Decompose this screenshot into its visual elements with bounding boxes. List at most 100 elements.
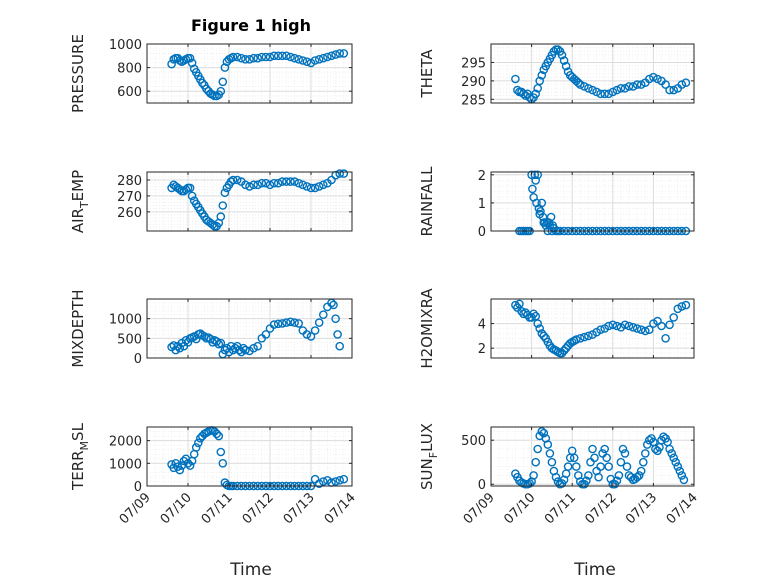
data-point: [273, 178, 283, 188]
data-point: [249, 343, 258, 353]
data-point: [634, 471, 644, 480]
data-point: [608, 320, 618, 330]
data-point: [533, 319, 543, 328]
data-point: [628, 82, 638, 91]
data-point: [537, 427, 547, 436]
data-point: [588, 85, 597, 95]
data-point: [257, 178, 267, 188]
data-point: [667, 449, 677, 458]
data-point: [269, 320, 279, 329]
data-point: [543, 440, 553, 449]
data-point: [665, 444, 674, 454]
data-point: [616, 457, 626, 467]
data-point: [632, 80, 642, 89]
data-point: [513, 85, 522, 95]
subplot-theta: 285 290 295 THETA: [418, 43, 695, 108]
data-point: [576, 333, 585, 343]
data-point: [529, 471, 538, 480]
data-point: [249, 53, 258, 63]
data-point: [673, 462, 683, 471]
data-point: [335, 341, 345, 351]
data-point: [511, 300, 520, 310]
data-point: [335, 169, 345, 178]
data-point: [277, 319, 287, 328]
data-point: [302, 57, 312, 67]
data-point: [310, 326, 320, 335]
data-point: [645, 74, 654, 84]
data-point: [197, 78, 207, 88]
y-axis-label: MIXDEPTH: [69, 289, 87, 367]
y-tick-label: 1000: [109, 457, 142, 472]
data-point: [584, 331, 593, 341]
data-point: [636, 325, 646, 335]
data-point: [533, 444, 543, 454]
axes-box: [490, 171, 695, 232]
y-tick-label: 295: [461, 56, 486, 71]
data-point: [572, 335, 581, 344]
data-point: [265, 52, 275, 62]
data-point: [612, 85, 622, 95]
data-point: [298, 180, 308, 190]
data-point: [612, 476, 622, 486]
y-tick-label: 1000: [109, 38, 142, 53]
data-point: [639, 457, 648, 467]
data-point: [335, 475, 345, 485]
y-tick-label: 2: [478, 169, 486, 184]
data-point: [210, 427, 219, 436]
data-point: [216, 338, 226, 348]
data-point: [612, 321, 622, 331]
data-point: [331, 50, 340, 59]
data-point: [253, 180, 263, 190]
data-point: [537, 198, 547, 208]
data-point: [218, 201, 228, 210]
data-point: [665, 320, 674, 330]
data-point: [622, 462, 632, 471]
data-point: [241, 345, 250, 355]
data-point: [537, 71, 547, 80]
data-point: [515, 299, 524, 309]
data-point: [519, 89, 528, 99]
data-point: [531, 457, 541, 467]
data-point: [527, 170, 536, 180]
data-point: [216, 447, 226, 457]
y-axis-label: RAINFALL: [418, 166, 436, 237]
data-point: [671, 457, 681, 467]
x-axis-label-left: Time: [229, 560, 272, 580]
data-point: [669, 85, 679, 95]
data-point: [636, 466, 646, 476]
data-point: [218, 458, 228, 468]
data-point: [185, 461, 195, 470]
figure-title: Figure 1 high: [191, 16, 311, 35]
data-point: [641, 326, 650, 336]
data-point: [608, 87, 618, 97]
data-point: [185, 183, 195, 193]
data-point: [525, 479, 534, 488]
data-point: [584, 84, 593, 93]
data-point: [202, 84, 211, 94]
data-point: [535, 324, 545, 333]
data-point: [604, 89, 614, 99]
data-point: [563, 462, 573, 471]
data-point: [669, 453, 679, 463]
data-point: [677, 80, 687, 89]
data-point: [185, 53, 195, 63]
data-point: [241, 180, 250, 190]
data-point: [549, 47, 559, 56]
data-point: [517, 306, 526, 316]
data-point: [659, 432, 668, 442]
data-point: [175, 185, 185, 194]
data-point: [261, 52, 271, 62]
data-point: [193, 438, 203, 448]
data-point: [214, 431, 224, 441]
data-point: [228, 52, 238, 62]
data-point: [539, 331, 549, 341]
x-axis-label-right: Time: [573, 560, 616, 580]
data-point: [632, 472, 642, 482]
data-point: [179, 456, 189, 466]
data-point: [620, 449, 630, 458]
axes-box: [146, 43, 353, 104]
data-point: [592, 87, 601, 97]
data-point: [331, 477, 340, 486]
data-point: [525, 93, 534, 102]
